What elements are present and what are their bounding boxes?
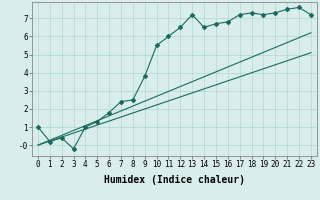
X-axis label: Humidex (Indice chaleur): Humidex (Indice chaleur) (104, 175, 245, 185)
